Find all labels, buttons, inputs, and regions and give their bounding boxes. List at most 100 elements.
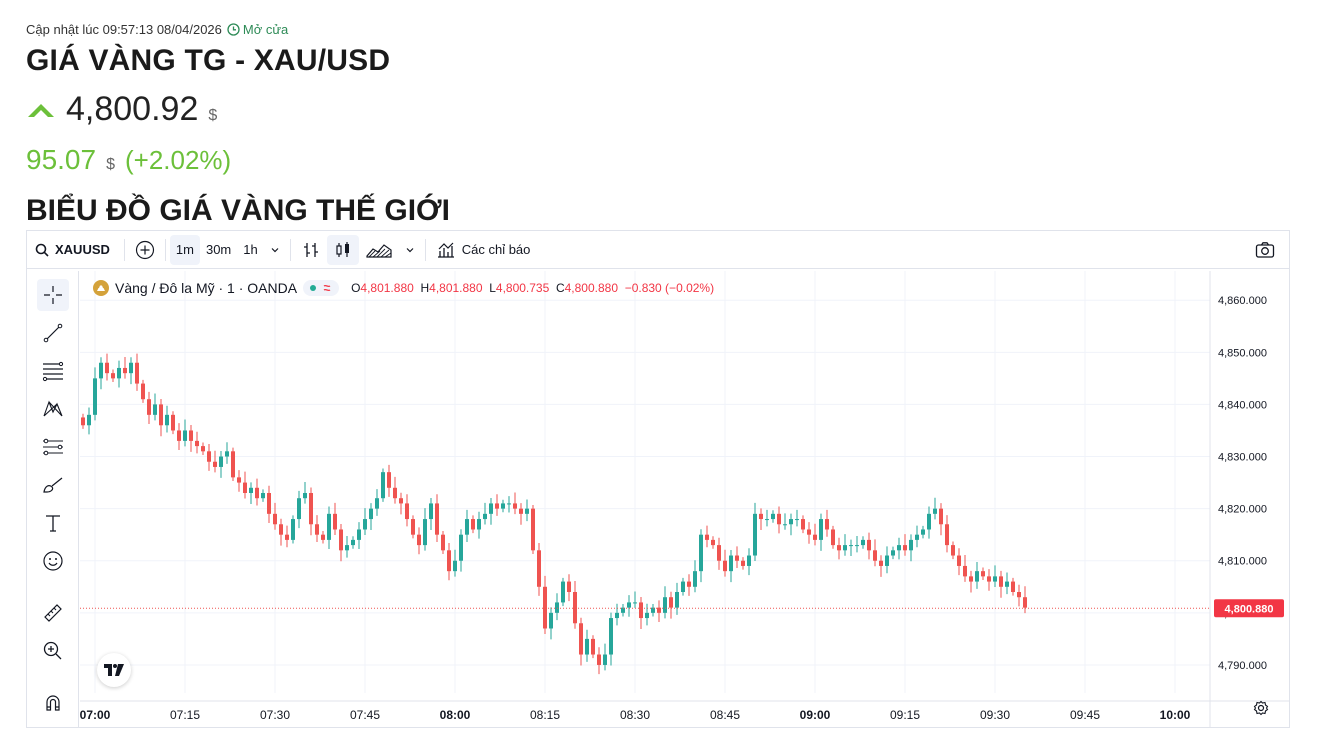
interval-1h-button[interactable]: 1h: [243, 242, 258, 257]
candle-body: [705, 534, 709, 540]
symbol-search-button[interactable]: XAUUSD: [27, 235, 120, 265]
candle-body: [1023, 597, 1027, 608]
chart-toolbar: XAUUSD 1m 30m 1h: [27, 231, 1289, 269]
candle-body: [111, 373, 115, 379]
toolbar-divider: [123, 238, 125, 261]
low-value: 4,800.735: [495, 281, 550, 295]
candle-body: [99, 362, 103, 379]
last-price-badge: [1214, 599, 1284, 618]
tradingview-logo[interactable]: [97, 653, 131, 687]
candle-body: [819, 519, 823, 540]
trend-line-tool[interactable]: [37, 317, 69, 349]
candle-body: [477, 519, 481, 530]
camera-icon: [1255, 241, 1275, 258]
candle-body: [207, 451, 211, 462]
candle-body: [537, 550, 541, 587]
candles-icon: [336, 241, 349, 257]
candle-body: [591, 638, 595, 655]
candle-body: [663, 597, 667, 613]
candle-body: [339, 529, 343, 551]
ohlc-values: O4,801.880 H4,801.880 L4,800.735 C4,800.…: [351, 281, 714, 295]
candle-body: [903, 545, 907, 551]
candle-body: [933, 508, 937, 514]
interval-30m-button[interactable]: 30m: [205, 242, 232, 257]
candle-body: [675, 592, 679, 608]
candle-body: [441, 534, 445, 551]
bar-style-button[interactable]: [295, 235, 327, 265]
candle-body: [333, 513, 337, 530]
candle-body: [657, 607, 661, 613]
crosshair-icon: [44, 286, 62, 304]
fib-lines-tool[interactable]: [37, 355, 69, 387]
candle-body: [309, 493, 313, 525]
y-tick-label: 4,790.000: [1218, 660, 1267, 672]
candle-body: [387, 472, 391, 488]
text-tool[interactable]: [37, 507, 69, 539]
chart-type-dropdown-button[interactable]: [399, 235, 421, 265]
candle-body: [399, 498, 403, 504]
y-tick-label: 4,860.000: [1218, 295, 1267, 307]
snapshot-button[interactable]: [1249, 235, 1281, 265]
candle-body: [429, 503, 433, 520]
candle-body: [507, 503, 511, 505]
price-chart[interactable]: 4,860.000 4,850.000 4,840.000 4,830.000 4,82…: [80, 271, 1290, 727]
zoom-icon: [43, 641, 62, 660]
current-price: 4,800.92: [66, 90, 199, 128]
y-tick-label: 4,840.000: [1218, 399, 1267, 411]
interval-1m-button[interactable]: 1m: [169, 234, 200, 265]
candle-body: [909, 539, 913, 551]
candle-body: [543, 586, 547, 629]
last-price-label: 4,800.880: [1225, 603, 1274, 615]
x-tick-label: 07:15: [170, 708, 200, 722]
candle-body: [291, 519, 295, 540]
brush-tool[interactable]: [37, 469, 69, 501]
candle-body: [639, 602, 643, 619]
candle-body: [963, 565, 967, 577]
area-chart-icon: [366, 243, 392, 258]
fib-lines-icon: [42, 361, 64, 382]
candle-body: [405, 503, 409, 520]
pattern-tool[interactable]: [37, 393, 69, 425]
candle-body: [849, 545, 853, 547]
compare-button[interactable]: [129, 235, 161, 265]
interval-dropdown-button[interactable]: [264, 235, 286, 265]
x-tick-label: 08:15: [530, 708, 560, 722]
price-unit: $: [208, 107, 218, 124]
brush-icon: [43, 477, 63, 493]
chart-settings-button[interactable]: [1253, 700, 1269, 721]
magnet-tool[interactable]: [37, 687, 69, 719]
candle-body: [189, 430, 193, 441]
market-open-icon: [303, 280, 340, 296]
candle-body: [147, 399, 151, 415]
ruler-tool[interactable]: [37, 597, 69, 629]
zoom-tool[interactable]: [37, 635, 69, 667]
candle-body: [885, 555, 889, 566]
candle-body: [597, 654, 601, 665]
candle-body: [687, 581, 691, 587]
candles-style-button[interactable]: [326, 234, 359, 265]
indicators-button[interactable]: Các chỉ báo: [430, 235, 537, 265]
candle-body: [495, 503, 499, 509]
text-icon: [46, 515, 60, 532]
candle-body: [837, 545, 841, 551]
candle-body: [315, 524, 319, 535]
candle-body: [795, 519, 799, 521]
emoji-tool[interactable]: [37, 545, 69, 577]
candle-body: [447, 550, 451, 572]
area-style-button[interactable]: [359, 235, 399, 265]
candle-body: [213, 461, 217, 467]
x-tick-label: 08:45: [710, 708, 740, 722]
prediction-tool[interactable]: [37, 431, 69, 463]
candle-body: [615, 612, 619, 619]
candle-body: [567, 581, 571, 592]
change-percent: (+2.02%): [124, 145, 232, 175]
high-value: 4,801.880: [429, 281, 483, 295]
crosshair-tool[interactable]: [37, 279, 69, 311]
candle-body: [957, 555, 961, 566]
candle-body: [741, 560, 745, 566]
candle-body: [345, 545, 349, 551]
x-tick-label: 08:00: [440, 708, 471, 722]
clock-icon: [227, 23, 240, 36]
chart-legend: Vàng / Đô la Mỹ · 1 · OANDA O4,801.880 H…: [93, 280, 714, 296]
candle-body: [351, 539, 355, 546]
